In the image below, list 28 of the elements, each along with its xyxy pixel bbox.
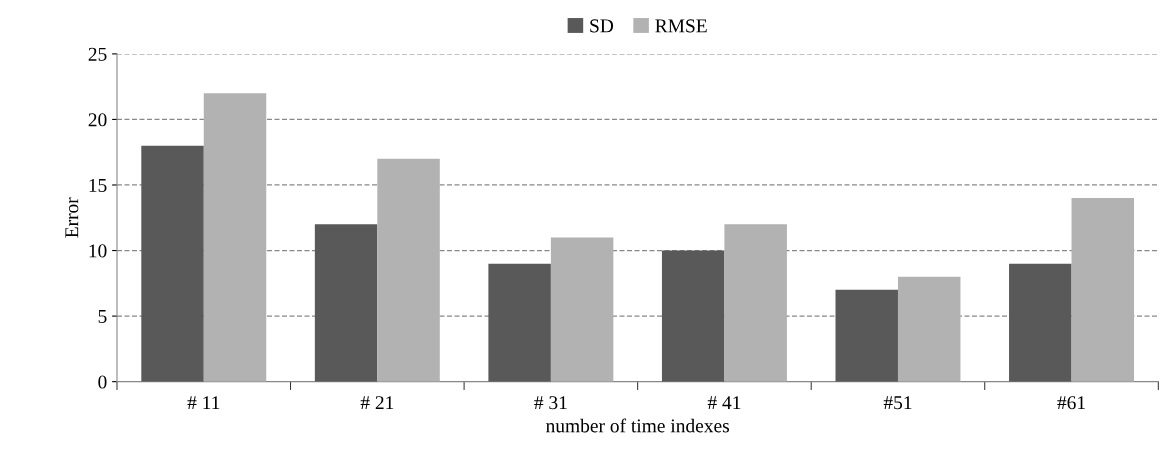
bar [1009, 263, 1072, 382]
y-tick-label: 20 [88, 113, 107, 127]
y-tick-label: 15 [89, 178, 107, 192]
y-tick-label: 10 [89, 244, 107, 258]
bar [724, 224, 787, 382]
x-axis-title: number of time indexes [546, 418, 730, 433]
y-tick-label: 5 [98, 310, 107, 324]
x-tick-label: #51 [883, 396, 912, 410]
bar [897, 276, 961, 382]
legend-label: SD [590, 19, 614, 33]
y-tick-label: 0 [98, 375, 107, 389]
bar [1071, 198, 1134, 382]
x-tick-label: # 21 [360, 396, 394, 410]
bar [314, 224, 378, 382]
bar [203, 93, 267, 382]
x-tick-label: # 31 [534, 396, 567, 410]
bar [377, 158, 440, 382]
bar [550, 237, 614, 382]
y-tick-label: 25 [88, 47, 107, 61]
bar [661, 250, 725, 382]
legend-label: RMSE [655, 19, 707, 33]
x-tick-label: # 11 [187, 396, 220, 410]
x-tick-label: #61 [1057, 396, 1085, 410]
bar [488, 263, 551, 382]
y-axis-title: Error [65, 197, 79, 238]
bar [835, 289, 898, 382]
bar [141, 145, 204, 382]
x-tick-label: # 41 [707, 396, 741, 410]
